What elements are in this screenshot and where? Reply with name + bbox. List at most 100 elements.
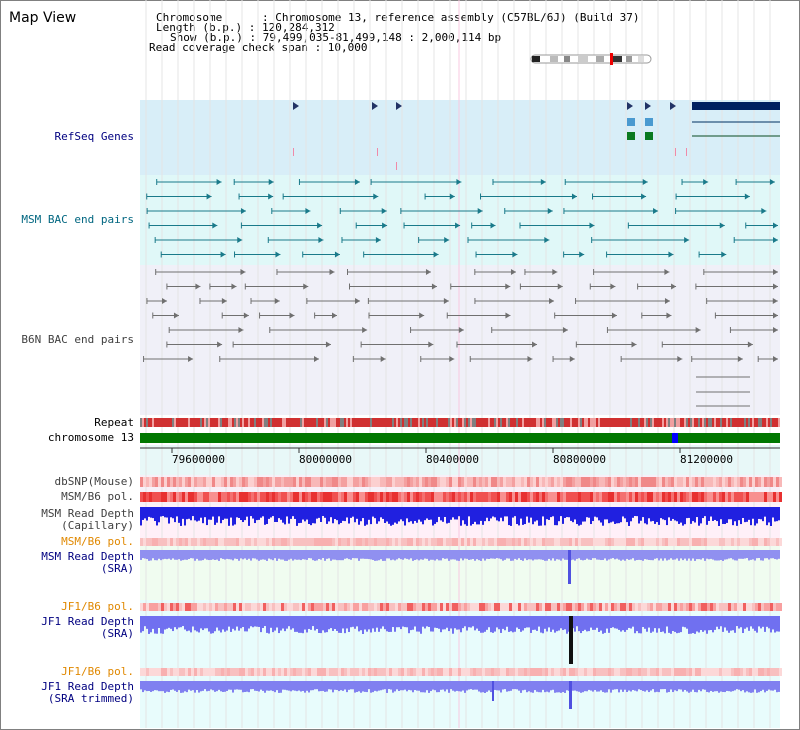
msm-bac-pair (761, 208, 767, 214)
msm-depth-sra (272, 550, 274, 561)
jf1-pol-heat (701, 603, 704, 611)
jf1-depth-trimmed (588, 681, 590, 690)
jf1-depth-sra (622, 616, 624, 631)
msm-depth-capillary (534, 507, 536, 522)
msm-depth-sra (586, 550, 588, 559)
jf1-pol-heat (677, 603, 680, 611)
repeat-segment (714, 418, 716, 427)
msm-depth-capillary (520, 507, 522, 519)
msm-depth-sra (376, 550, 378, 561)
jf1-depth-trimmed (494, 681, 496, 690)
jf1-pol2-heat (623, 668, 626, 676)
msm-pol-heat (746, 492, 749, 502)
msm-bac-pair (773, 222, 778, 229)
dbsnp-heat (269, 477, 272, 487)
dbsnp-heat (170, 477, 173, 487)
repeat-segment (470, 418, 472, 427)
jf1-depth-sra (190, 616, 192, 633)
msm-pol-heat (464, 492, 467, 502)
repeat-segment (202, 418, 204, 427)
msm-pol-heat (494, 492, 497, 502)
jf1-depth-sra (606, 616, 608, 629)
jf1-pol-heat (449, 603, 452, 611)
msm-bac-pair (547, 208, 553, 214)
b6n-bac-pair (747, 341, 753, 348)
msm-depth-capillary (694, 507, 696, 523)
msm-depth-capillary (148, 507, 150, 517)
msm-pol2-heat (671, 538, 674, 546)
jf1-pol2-heat (332, 668, 335, 676)
msm-pol2-heat (224, 538, 227, 546)
b6n-bac-pair (162, 298, 168, 304)
jf1-pol-heat (188, 603, 191, 611)
repeat-segment (562, 418, 564, 427)
jf1-pol2-heat (170, 668, 173, 676)
msm-depth-sra (408, 550, 410, 560)
msm-pol-heat (701, 492, 704, 502)
jf1-pol-heat (425, 603, 428, 611)
msm-depth-capillary (498, 507, 500, 522)
msm-depth-sra (664, 550, 666, 559)
msm-depth-sra (300, 550, 302, 561)
msm-depth-sra (490, 550, 492, 559)
msm-depth-sra (548, 550, 550, 559)
repeat-segment (452, 418, 454, 427)
msm-pol-heat (290, 492, 293, 502)
msm-depth-capillary (504, 507, 506, 517)
jf1-depth-sra (216, 616, 218, 628)
repeat-segment (612, 418, 614, 427)
msm-pol2-heat (269, 538, 272, 546)
jf1-depth-trimmed (720, 681, 722, 692)
msm-pol-heat (272, 492, 275, 502)
msm-depth-capillary (462, 507, 464, 521)
msm-depth-capillary (162, 507, 164, 517)
repeat-segment (244, 418, 246, 427)
msm-depth-sra (350, 550, 352, 560)
jf1-depth-sra (450, 616, 452, 629)
repeat-segment (740, 418, 742, 427)
repeat-segment (488, 418, 490, 427)
jf1-depth-trimmed (678, 681, 680, 690)
dbsnp-heat (596, 477, 599, 487)
chromosome-ideogram[interactable] (530, 53, 654, 65)
jf1-depth-trimmed (390, 681, 392, 690)
msm-pol2-heat (626, 538, 629, 546)
jf1-pol-heat (764, 603, 767, 611)
jf1-depth-trimmed (438, 681, 440, 693)
repeat-segment (376, 418, 378, 427)
jf1-depth-trimmed (332, 681, 334, 693)
repeat-segment (310, 418, 312, 427)
jf1-depth-sra (498, 616, 500, 630)
jf1-depth-trimmed (430, 681, 432, 692)
msm-depth-sra (346, 550, 348, 559)
msm-depth-sra (244, 550, 246, 559)
jf1-depth-sra (564, 616, 566, 630)
dbsnp-heat (560, 477, 563, 487)
msm-depth-capillary (590, 507, 592, 525)
jf1-pol2-heat (554, 668, 557, 676)
msm-pol-heat (401, 492, 404, 502)
msm-depth-sra (386, 550, 388, 559)
msm-depth-sra (354, 550, 356, 559)
jf1-depth-sra (154, 616, 156, 634)
msm-depth-sra (234, 550, 236, 559)
msm-depth-capillary (662, 507, 664, 520)
jf1-depth-trimmed (476, 681, 478, 690)
msm-depth-sra (318, 550, 320, 560)
jf1-depth-sra (170, 616, 172, 629)
jf1-pol2-heat (449, 668, 452, 676)
jf1-pol-heat (473, 603, 476, 611)
jf1-pol-heat (698, 603, 701, 611)
msm-depth-sra (462, 550, 464, 561)
jf1-depth-trimmed (324, 681, 326, 692)
jf1-depth-sra (530, 616, 532, 633)
msm-depth-capillary (764, 507, 766, 517)
jf1-pol-heat (209, 603, 212, 611)
jf1-pol-heat (587, 603, 590, 611)
jf1-pol2-heat (149, 668, 152, 676)
msm-depth-sra (398, 550, 400, 559)
msm-depth-capillary (222, 507, 224, 520)
msm-depth-capillary (474, 507, 476, 522)
label-jf1-rd-sra-2: (SRA) (100, 627, 134, 640)
